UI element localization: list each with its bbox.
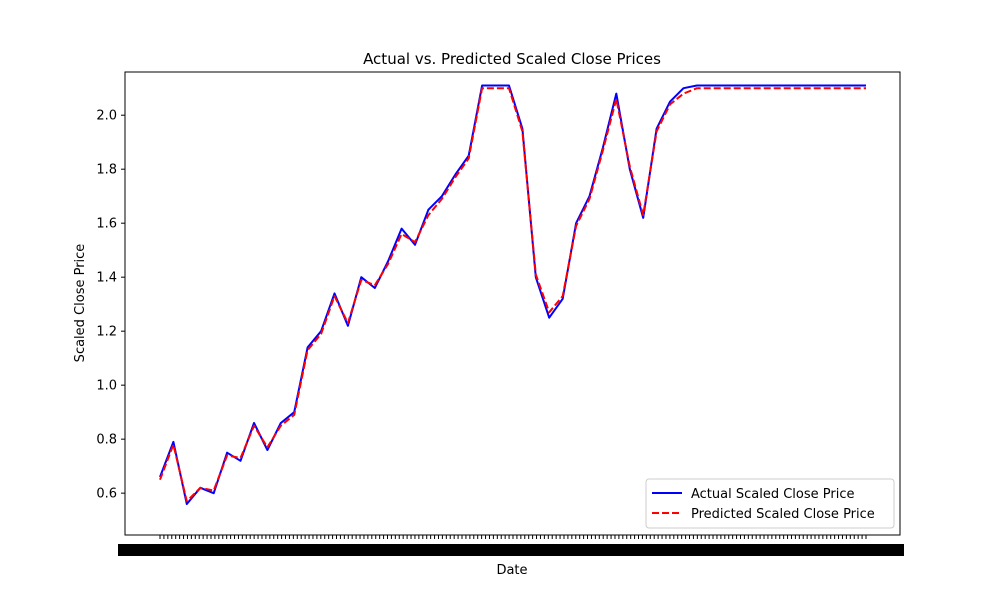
y-tick-label: 0.8 [96, 433, 117, 448]
series-layer [159, 84, 866, 505]
y-axis-label: Scaled Close Price [73, 244, 88, 363]
legend-label-actual: Actual Scaled Close Price [691, 487, 854, 502]
y-tick-label: 2.0 [96, 109, 117, 124]
plot-area: 0.6 0.8 1.0 1.2 1.4 1.6 1.8 2.0 [96, 71, 904, 556]
y-tick-label: 1.2 [96, 325, 117, 340]
x-axis-label: Date [496, 563, 527, 578]
x-axis-ticks [159, 535, 867, 539]
y-tick-label: 1.4 [96, 271, 117, 286]
legend: Actual Scaled Close Price Predicted Scal… [645, 478, 895, 529]
y-tick-label: 1.8 [96, 163, 117, 178]
y-axis-ticks: 0.6 0.8 1.0 1.2 1.4 1.6 1.8 2.0 [96, 109, 125, 502]
legend-box [645, 478, 895, 529]
y-tick-label: 1.6 [96, 217, 117, 232]
chart-title: Actual vs. Predicted Scaled Close Prices [363, 50, 661, 68]
series-line-predicted [159, 87, 866, 503]
y-tick-label: 0.6 [96, 487, 117, 502]
series-line-actual [159, 84, 866, 505]
y-tick-label: 1.0 [96, 379, 117, 394]
legend-label-predicted: Predicted Scaled Close Price [691, 507, 875, 522]
x-tick-label-band [118, 544, 904, 556]
